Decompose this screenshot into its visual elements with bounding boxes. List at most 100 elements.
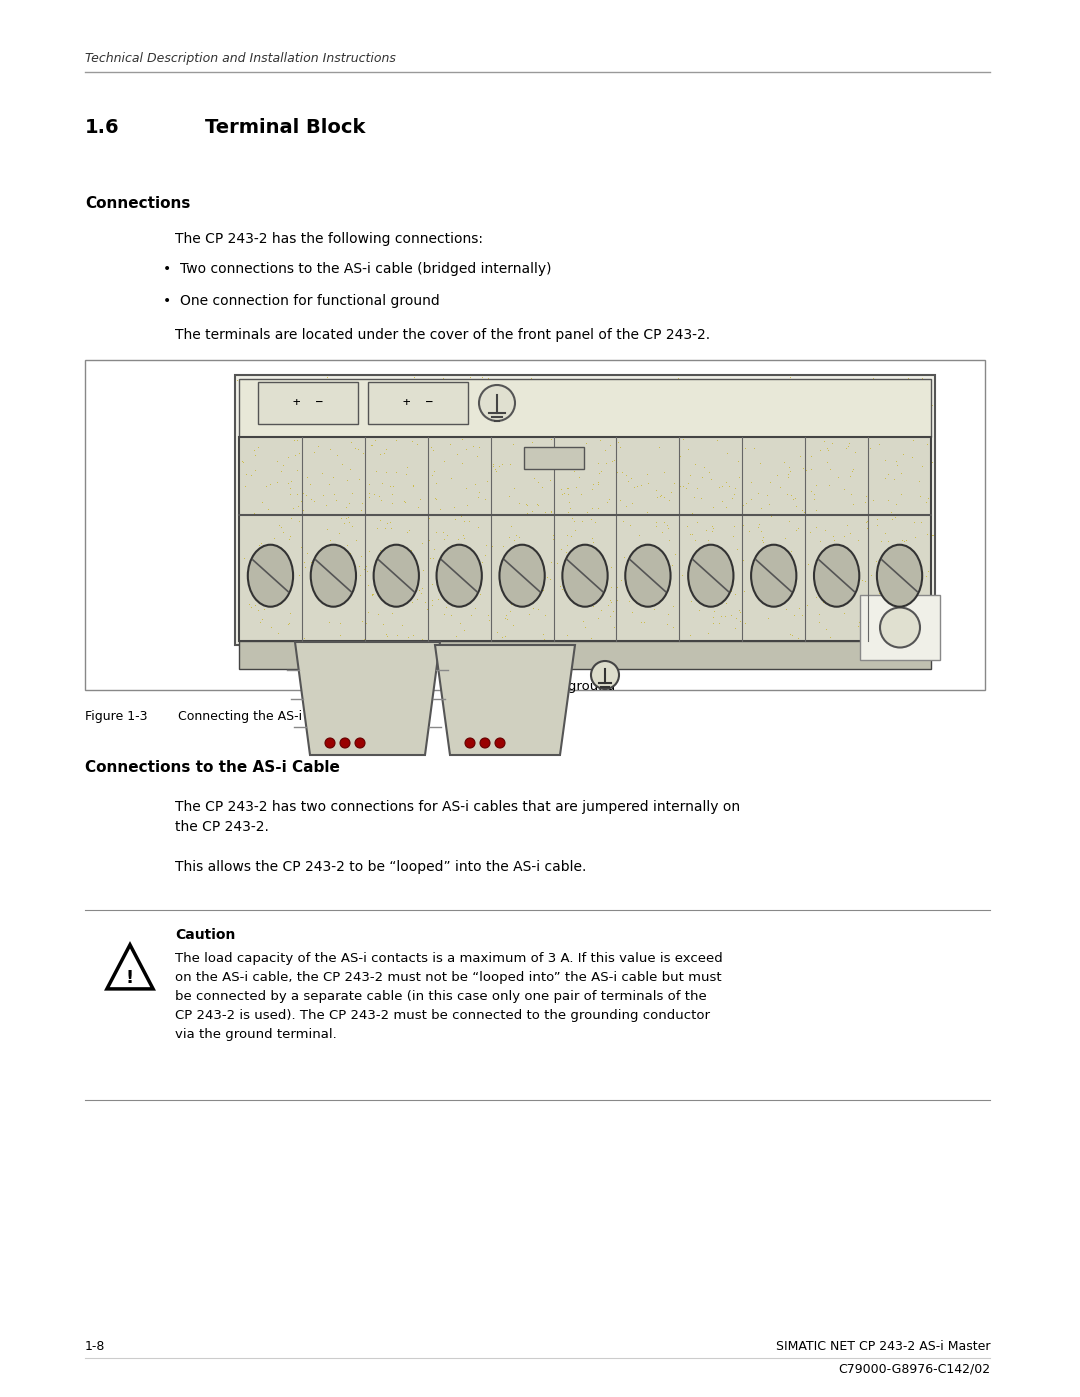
Point — [896, 555, 914, 577]
Point — [388, 569, 405, 591]
Point — [638, 500, 656, 522]
Point — [618, 464, 635, 486]
Point — [378, 576, 395, 598]
Point — [704, 441, 721, 464]
Point — [921, 419, 939, 441]
Point — [571, 476, 589, 499]
Point — [740, 464, 757, 486]
Point — [488, 451, 505, 474]
Point — [872, 587, 889, 609]
Point — [487, 384, 504, 407]
Point — [544, 528, 562, 550]
Ellipse shape — [436, 545, 482, 606]
Point — [746, 529, 764, 552]
Point — [585, 578, 603, 601]
Point — [458, 495, 475, 517]
Point — [389, 510, 406, 532]
Point — [570, 486, 588, 509]
Point — [870, 433, 888, 455]
Point — [306, 581, 323, 604]
Point — [892, 461, 909, 483]
Point — [716, 407, 733, 429]
Point — [431, 369, 448, 391]
Point — [518, 503, 536, 525]
Point — [745, 557, 762, 580]
Point — [490, 506, 508, 528]
Point — [861, 601, 878, 623]
Point — [563, 507, 580, 529]
Point — [374, 549, 391, 571]
Point — [602, 393, 619, 415]
Point — [615, 467, 632, 489]
Point — [343, 412, 361, 434]
Point — [374, 598, 391, 620]
Point — [624, 514, 642, 536]
Point — [853, 497, 870, 520]
Point — [428, 521, 445, 543]
Point — [405, 624, 422, 647]
Point — [789, 517, 807, 539]
Point — [526, 585, 543, 608]
Ellipse shape — [311, 545, 356, 606]
Point — [781, 384, 798, 407]
Point — [796, 615, 813, 637]
Point — [680, 559, 698, 581]
Point — [518, 566, 536, 588]
Point — [719, 559, 737, 581]
Point — [406, 450, 423, 472]
Point — [604, 450, 621, 472]
Point — [294, 550, 311, 573]
Point — [393, 605, 410, 627]
Point — [421, 548, 438, 570]
Point — [521, 503, 538, 525]
Point — [683, 590, 700, 612]
Point — [486, 434, 503, 457]
Point — [414, 591, 431, 613]
Point — [229, 369, 246, 391]
Point — [528, 458, 545, 481]
Point — [427, 500, 444, 522]
Point — [889, 556, 906, 578]
Point — [404, 411, 421, 433]
Point — [262, 515, 280, 538]
Point — [846, 499, 863, 521]
Point — [549, 454, 566, 476]
Point — [733, 453, 751, 475]
Point — [737, 624, 754, 647]
Point — [874, 455, 891, 478]
Point — [434, 483, 451, 506]
Point — [728, 562, 745, 584]
Point — [604, 599, 621, 622]
Point — [626, 576, 644, 598]
Point — [782, 564, 799, 587]
Point — [326, 372, 343, 394]
Point — [893, 467, 910, 489]
Point — [320, 440, 337, 462]
Point — [404, 591, 421, 613]
Point — [346, 569, 363, 591]
Point — [621, 467, 638, 489]
Point — [770, 383, 787, 405]
Point — [660, 517, 677, 539]
Point — [254, 434, 271, 457]
Point — [229, 471, 246, 493]
Point — [487, 388, 504, 411]
Point — [529, 525, 546, 548]
Point — [405, 630, 422, 652]
Point — [781, 510, 798, 532]
Point — [554, 377, 571, 400]
Point — [840, 517, 858, 539]
Point — [552, 478, 569, 500]
Point — [478, 425, 496, 447]
Point — [724, 486, 741, 509]
Point — [300, 370, 318, 393]
Point — [251, 534, 268, 556]
Point — [378, 624, 395, 647]
Point — [465, 550, 483, 573]
Point — [407, 569, 424, 591]
Point — [388, 601, 405, 623]
Point — [577, 548, 594, 570]
Point — [773, 506, 791, 528]
Point — [257, 613, 274, 636]
Point — [609, 461, 626, 483]
